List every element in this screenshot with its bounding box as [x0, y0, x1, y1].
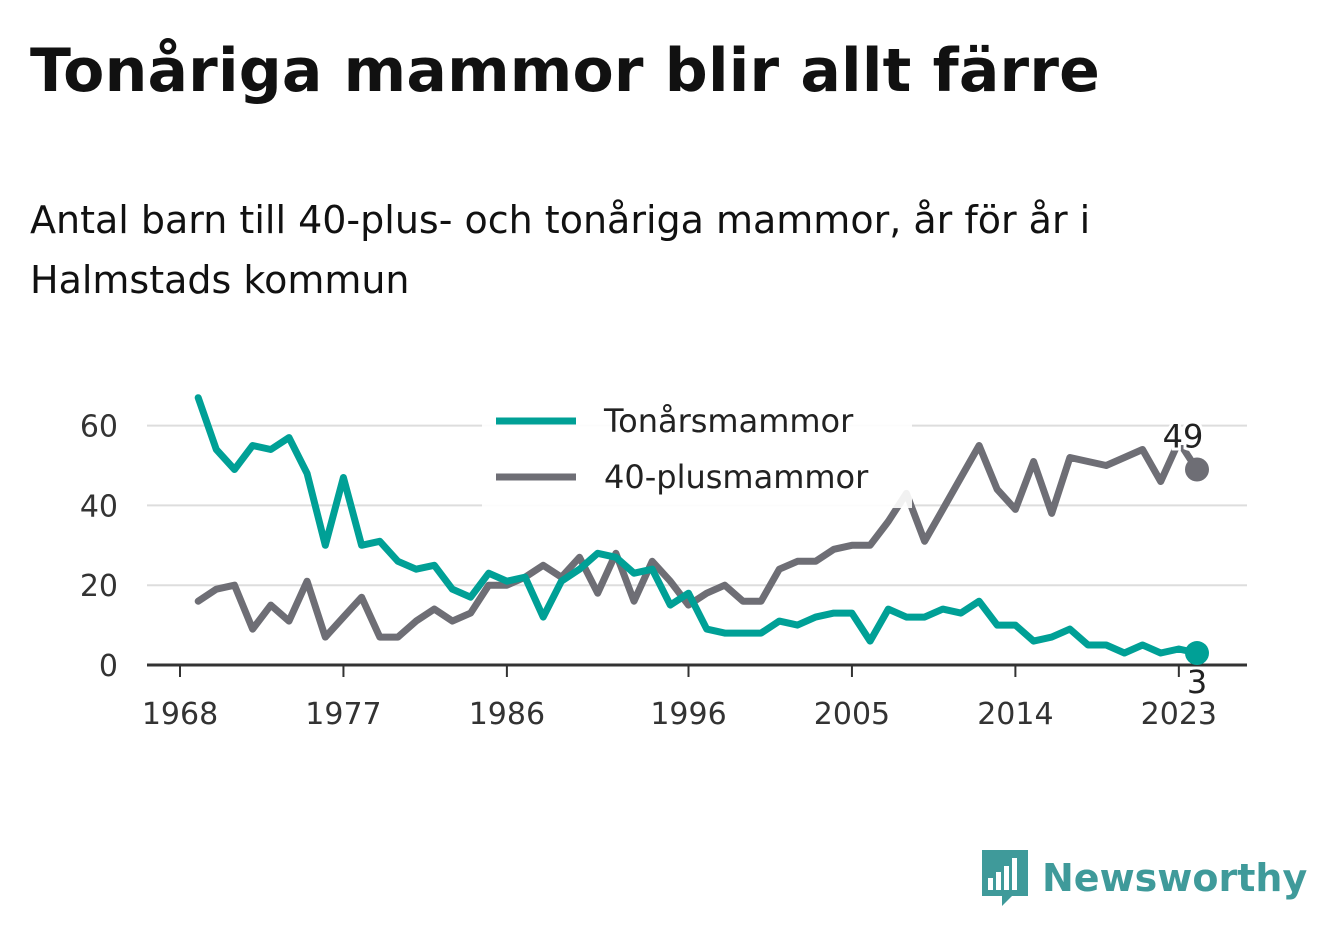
x-tick-label: 2014 [977, 697, 1053, 732]
newsworthy-logo: Newsworthy [980, 848, 1307, 908]
legend-background [482, 390, 912, 508]
end-point-40plusmammor [1185, 457, 1209, 482]
legend-label: Tonårsmammor [603, 402, 854, 440]
end-label-tonarsmammor: 3 [1187, 663, 1207, 701]
x-tick-label: 1977 [305, 697, 381, 732]
chart-title: Tonåriga mammor blir allt färre [30, 36, 1101, 106]
series-line-40plusmammor [194, 438, 1201, 641]
legend-label: 40-plusmammor [604, 458, 869, 496]
legend: Tonårsmammor 40-plusmammor [482, 390, 912, 508]
x-tick-label: 1996 [650, 697, 726, 732]
chart-subtitle: Antal barn till 40-plus- och tonåriga ma… [30, 198, 1091, 302]
y-tick-label: 20 [80, 569, 118, 604]
y-tick-label: 60 [80, 410, 118, 445]
end-point-tonarsmammor [1185, 641, 1209, 666]
x-axis: 1968 1977 1986 1996 2005 2014 2023 [142, 663, 1247, 732]
x-tick-label: 2005 [814, 697, 890, 732]
x-tick-label: 1968 [142, 697, 218, 732]
y-tick-label: 40 [80, 489, 118, 524]
series-lines [194, 394, 1209, 666]
end-labels: 3 49 [1160, 414, 1208, 701]
y-axis: 0 20 40 60 [80, 410, 118, 684]
end-label-40plusmammor: 49 [1163, 417, 1204, 455]
x-tick-label: 1986 [469, 697, 545, 732]
newsworthy-logo-icon [982, 850, 1028, 906]
y-tick-label: 0 [99, 649, 118, 684]
brand-name: Newsworthy [1042, 856, 1308, 900]
series-line-tonarsmammor [194, 394, 1201, 657]
x-tick-label: 2023 [1141, 697, 1217, 732]
